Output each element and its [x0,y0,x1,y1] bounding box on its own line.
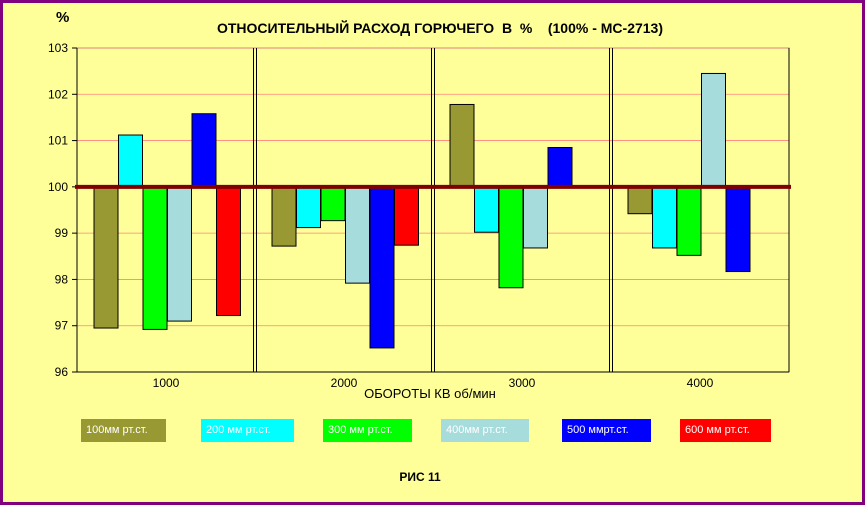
chart-title: ОТНОСИТЕЛЬНЫЙ РАСХОД ГОРЮЧЕГО В % (100% … [216,20,664,36]
y-tick-label: 100 [48,180,68,194]
bar [320,186,346,222]
y-tick-label: 102 [48,87,68,101]
bar [142,186,168,330]
bar [369,186,395,349]
bar [523,186,548,249]
bar [498,186,524,289]
bar [345,186,370,284]
legend-item-500: 500 ммрт.ст. [562,419,651,442]
x-axis-label: ОБОРОТЫ КВ об/мин [364,386,496,401]
bar [725,186,751,273]
x-tick-label: 1000 [153,376,180,390]
legend-item-400: 400мм рт.ст. [441,419,529,442]
bar [118,134,143,188]
y-tick-label: 98 [55,272,69,286]
y-tick-label: 97 [55,319,69,333]
legend-item-600: 600 мм рт.ст. [680,419,771,442]
bar [271,186,297,247]
bar [627,186,653,215]
bar [449,103,475,188]
x-tick-label: 4000 [687,376,714,390]
legend-item-300: 300 мм рт.ст. [323,419,412,442]
bar [394,186,419,246]
x-tick-label: 3000 [509,376,536,390]
bar [93,186,119,329]
bar [191,113,217,188]
bar [216,186,241,317]
bar [652,186,677,249]
bar [167,186,192,322]
bar [474,186,499,233]
bar [701,72,726,188]
y-tick-label: 96 [55,365,69,379]
y-tick-label: 103 [48,41,68,55]
bar [296,186,321,229]
figure-caption: РИС 11 [399,470,441,484]
x-tick-label: 2000 [331,376,358,390]
bar [547,147,573,188]
y-unit-label: % [56,9,70,26]
legend-item-200: 200 мм рт.ст. [201,419,294,442]
legend-item-100: 100мм рт.ст. [81,419,166,442]
y-tick-label: 99 [55,226,69,240]
y-tick-label: 101 [48,134,68,148]
bar [676,186,702,256]
